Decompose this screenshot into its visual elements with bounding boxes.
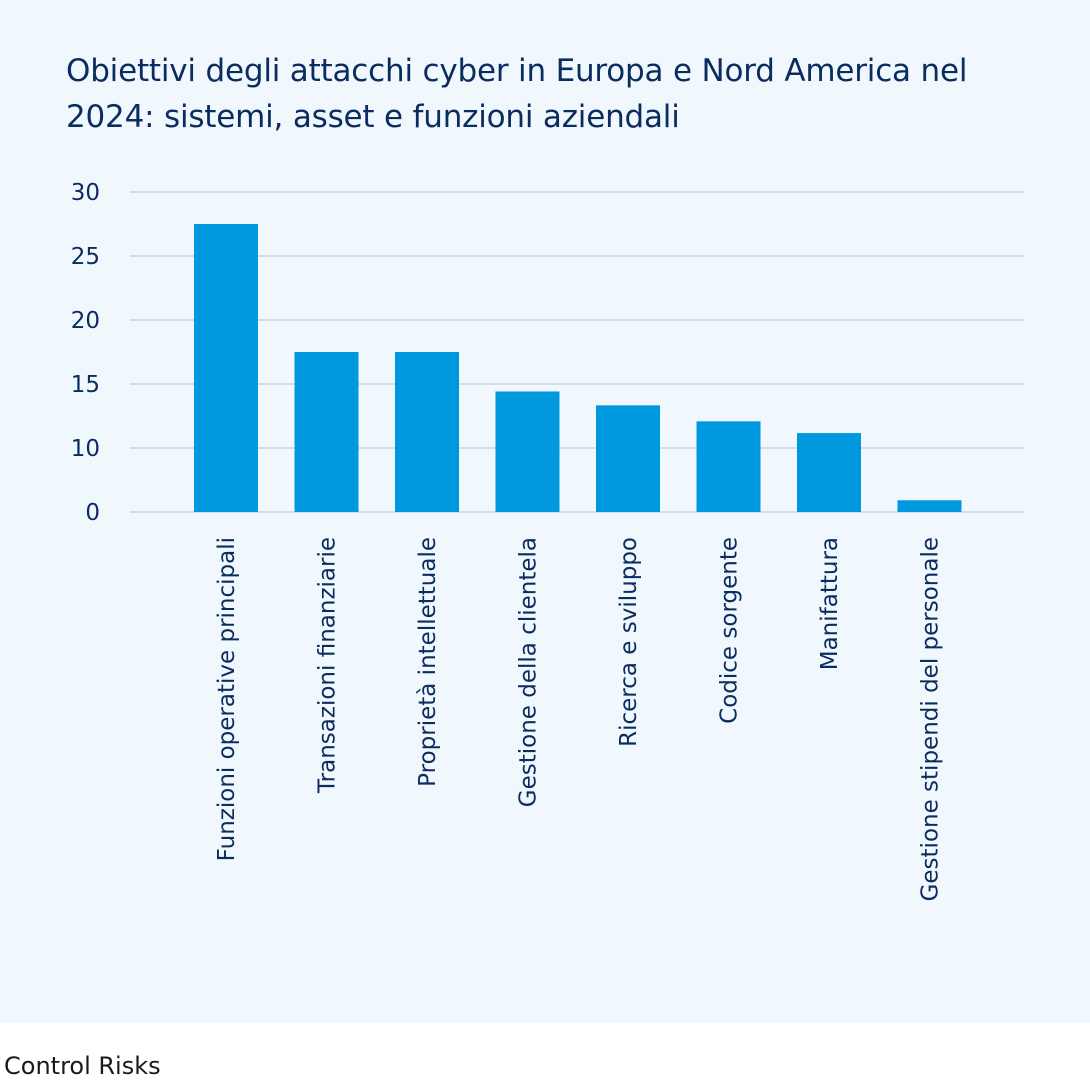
x-category-label: Codice sorgente [717,537,743,724]
gridlines [130,191,1024,513]
source-label: Control Risks [4,1052,161,1080]
y-tick-label: 20 [71,308,100,334]
category-labels: Funzioni operative principali Transazioni… [214,537,944,901]
chart-title: Obiettivi degli attacchi cyber in Europa… [66,53,968,135]
bar-chart: 30 25 20 15 10 0 Funzioni operative principal… [71,180,1024,901]
x-category-label: Funzioni operative principali [214,537,240,861]
bar [797,433,861,512]
chart-panel: Obiettivi degli attacchi cyber in Europa… [0,0,1090,1023]
bar [897,500,962,512]
bar [596,405,660,512]
x-category-label: Gestione stipendi del personale [918,537,944,901]
x-category-label: Ricerca e sviluppo [616,537,642,747]
y-tick-label: 10 [71,436,100,462]
x-category-label: Gestione della clientela [516,537,542,807]
bar [395,352,459,512]
bar [294,352,359,512]
bar [495,391,560,512]
y-tick-label: 0 [85,500,100,526]
bar [194,224,258,512]
y-tick-label: 15 [71,372,100,398]
y-axis-ticks: 30 25 20 15 10 0 [71,180,100,526]
x-category-label: Manifattura [817,537,843,670]
x-category-label: Transazioni finanziarie [315,537,341,794]
y-tick-label: 25 [71,244,100,270]
x-category-label: Proprietà intellettuale [415,537,441,787]
y-tick-label: 30 [71,180,100,206]
bar [696,421,761,512]
bars [194,224,962,512]
